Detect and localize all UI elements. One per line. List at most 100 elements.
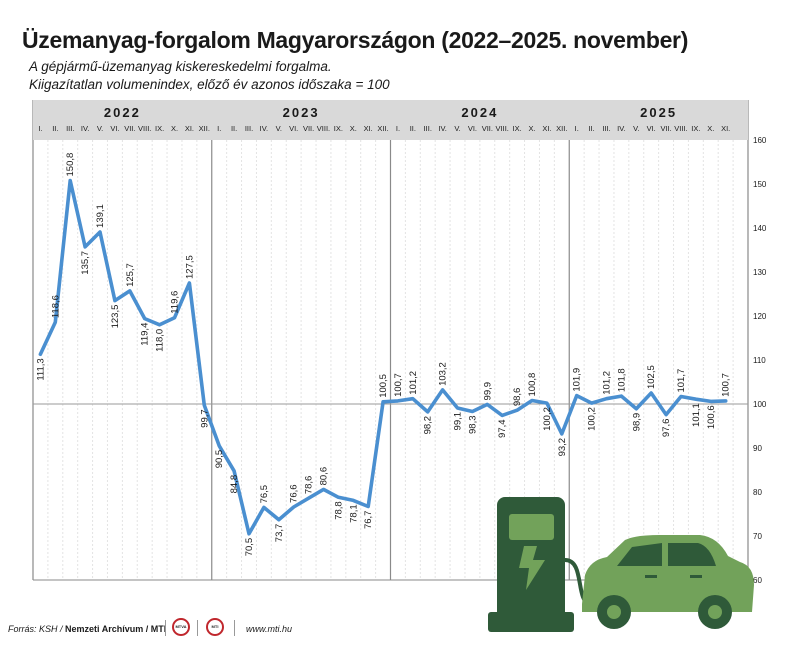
series-line (38, 178, 728, 536)
data-label: 98,6 (512, 388, 523, 407)
data-label: 103,2 (438, 362, 449, 386)
month-label: VII. (660, 124, 671, 133)
y-tick-label: 120 (753, 312, 767, 321)
data-label: 76,6 (289, 484, 300, 503)
month-label: VI. (289, 124, 298, 133)
data-label: 125,7 (125, 263, 136, 287)
month-label: III. (602, 124, 610, 133)
month-label: II. (231, 124, 237, 133)
month-label: III. (66, 124, 74, 133)
data-label: 139,1 (95, 204, 106, 228)
month-label: II. (588, 124, 594, 133)
data-label: 100,6 (706, 405, 717, 429)
data-label: 102,5 (646, 365, 657, 389)
month-label: VII. (303, 124, 314, 133)
y-tick-label: 160 (753, 136, 767, 145)
year-label: 2025 (640, 105, 677, 120)
website-link[interactable]: www.mti.hu (246, 624, 293, 634)
y-tick-label: 110 (753, 356, 766, 365)
ev-charging-illustration (488, 497, 754, 632)
month-label: I. (575, 124, 579, 133)
month-label: IX. (155, 124, 164, 133)
month-label: VI. (647, 124, 656, 133)
data-label: 70,5 (244, 538, 255, 557)
source-bold: Nemzeti Archívum / MTI (65, 624, 167, 634)
data-label: 99,9 (482, 382, 493, 401)
data-label: 76,5 (259, 485, 270, 504)
charging-station-base (488, 612, 574, 632)
data-labels: 111,3 118,6 150,8 135,7 139,1 123,5 125,7 119,4… (35, 153, 731, 557)
month-label: X. (528, 124, 535, 133)
data-label: 93,2 (557, 438, 568, 457)
month-label: I. (396, 124, 400, 133)
month-label: I. (217, 124, 221, 133)
series-layer (38, 178, 728, 536)
data-label: 99,7 (199, 409, 210, 428)
data-label: 119,6 (170, 291, 181, 314)
data-label: 119,4 (140, 323, 151, 346)
data-label: 78,6 (304, 476, 315, 495)
subtitle-line-2: Kiigazítatlan volumenindex, előző év azo… (29, 77, 390, 92)
month-label: IX. (691, 124, 700, 133)
month-label: V. (633, 124, 639, 133)
data-label: 97,6 (661, 419, 672, 438)
month-label: VI. (110, 124, 119, 133)
data-label: 98,3 (467, 415, 478, 434)
header-band (33, 100, 748, 140)
subtitle: A gépjármű-üzemanyag kiskereskedelmi for… (29, 58, 390, 94)
source-prefix: Forrás: KSH / (8, 624, 66, 634)
subtitle-line-1: A gépjármű-üzemanyag kiskereskedelmi for… (29, 59, 332, 74)
car-door-handle (690, 575, 702, 578)
month-label: X. (171, 124, 178, 133)
month-label: VI. (468, 124, 477, 133)
y-tick-label: 70 (753, 532, 762, 541)
data-label: 78,8 (333, 501, 344, 520)
car-hubcap (607, 605, 621, 619)
data-label: 80,6 (318, 467, 329, 486)
month-label: IV. (81, 124, 89, 133)
data-label: 123,5 (110, 305, 121, 329)
month-label: IV. (617, 124, 625, 133)
chart-grid (32, 100, 749, 581)
footer-separator (234, 620, 235, 636)
data-label: 100,8 (527, 373, 538, 397)
data-label: 100,7 (721, 373, 732, 397)
month-label: VII. (124, 124, 135, 133)
month-label: IV. (438, 124, 446, 133)
car-door-handle (645, 575, 657, 578)
y-tick-label: 90 (753, 444, 762, 453)
month-label: XI. (364, 124, 373, 133)
data-label: 100,2 (587, 407, 598, 431)
year-label: 2024 (461, 105, 498, 120)
month-label: XI. (542, 124, 551, 133)
car-window-front (617, 543, 662, 566)
month-label: X. (707, 124, 714, 133)
year-label: 2023 (283, 105, 320, 120)
data-label: 135,7 (80, 251, 91, 275)
month-label: VIII. (138, 124, 151, 133)
month-label: V. (97, 124, 103, 133)
data-label: 101,1 (691, 403, 702, 427)
charging-station-screen (509, 514, 554, 540)
month-label: XI. (721, 124, 730, 133)
data-label: 111,3 (35, 358, 46, 380)
mti-logo: MTI (206, 618, 224, 636)
data-label: 98,2 (423, 416, 434, 435)
month-label: IX. (513, 124, 522, 133)
data-label: 84,8 (229, 475, 240, 494)
data-label: 101,8 (616, 368, 627, 392)
month-label: II. (410, 124, 416, 133)
y-tick-label: 80 (753, 488, 762, 497)
y-tick-label: 100 (753, 400, 767, 409)
y-tick-label: 140 (753, 224, 767, 233)
data-label: 97,4 (497, 419, 508, 438)
data-label: 101,9 (572, 368, 583, 392)
data-label: 99,1 (453, 412, 464, 431)
data-label: 127,5 (184, 255, 195, 279)
footer-separator (197, 620, 198, 636)
data-label: 150,8 (65, 153, 76, 177)
data-label: 100,5 (378, 374, 389, 398)
month-label: VIII. (317, 124, 330, 133)
